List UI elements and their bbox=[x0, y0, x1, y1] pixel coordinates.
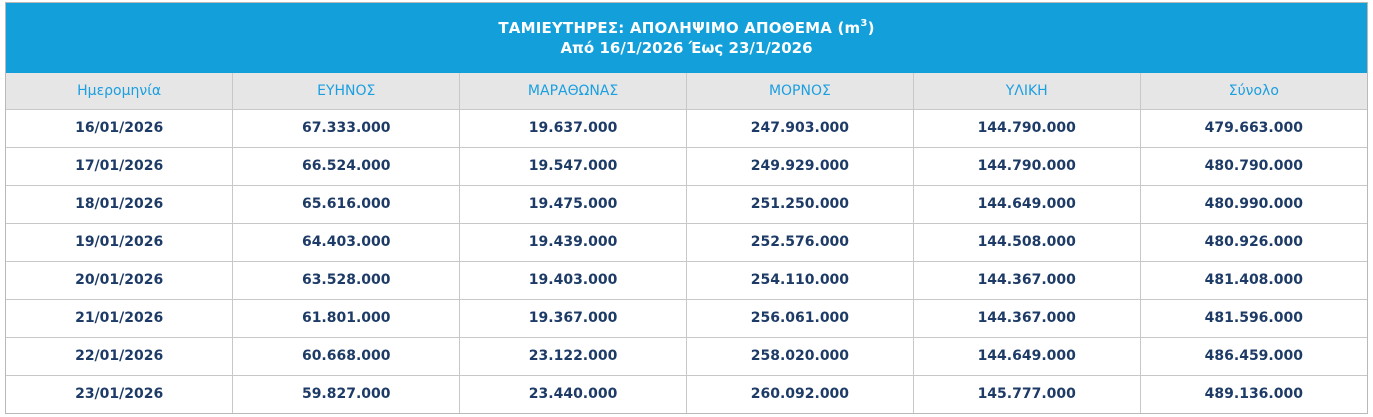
cell-marathonas: 19.439.000 bbox=[459, 222, 687, 262]
cell-total: 480.790.000 bbox=[1139, 146, 1367, 186]
cell-mornos: 251.250.000 bbox=[685, 184, 914, 224]
table-row: 20/01/2026 63.528.000 19.403.000 254.110… bbox=[6, 260, 1367, 300]
cell-date: 23/01/2026 bbox=[6, 374, 234, 413]
cell-mornos: 256.061.000 bbox=[685, 298, 914, 338]
cell-date: 22/01/2026 bbox=[6, 336, 234, 376]
cell-yliki: 144.367.000 bbox=[912, 298, 1141, 338]
cell-total: 481.408.000 bbox=[1139, 260, 1367, 300]
cell-yliki: 145.777.000 bbox=[912, 374, 1141, 413]
cell-total: 486.459.000 bbox=[1139, 336, 1367, 376]
cell-mornos: 258.020.000 bbox=[685, 336, 914, 376]
reservoir-stock-table-panel: ΤΑΜΙΕΥΤΗΡΕΣ: ΑΠΟΛΗΨΙΜΟ ΑΠΟΘΕΜΑ (m3) Από … bbox=[5, 2, 1368, 414]
cell-marathonas: 19.403.000 bbox=[459, 260, 687, 300]
table-row: 22/01/2026 60.668.000 23.122.000 258.020… bbox=[6, 336, 1367, 376]
column-header-total: Σύνολο bbox=[1139, 73, 1367, 110]
table-row: 18/01/2026 65.616.000 19.475.000 251.250… bbox=[6, 184, 1367, 224]
reservoir-stock-table: Ημερομηνία ΕΥΗΝΟΣ ΜΑΡΑΘΩΝΑΣ ΜΟΡΝΟΣ ΥΛΙΚΗ… bbox=[6, 73, 1367, 413]
cell-evinos: 63.528.000 bbox=[232, 260, 461, 300]
cell-marathonas: 19.637.000 bbox=[459, 108, 687, 148]
column-header-marathonas: ΜΑΡΑΘΩΝΑΣ bbox=[459, 73, 687, 110]
cell-marathonas: 23.122.000 bbox=[459, 336, 687, 376]
cell-total: 480.990.000 bbox=[1139, 184, 1367, 224]
cell-mornos: 247.903.000 bbox=[685, 108, 914, 148]
cell-evinos: 59.827.000 bbox=[232, 374, 461, 413]
table-date-range: Από 16/1/2026 Έως 23/1/2026 bbox=[560, 39, 813, 57]
cell-evinos: 67.333.000 bbox=[232, 108, 461, 148]
cell-evinos: 61.801.000 bbox=[232, 298, 461, 338]
table-title-bar: ΤΑΜΙΕΥΤΗΡΕΣ: ΑΠΟΛΗΨΙΜΟ ΑΠΟΘΕΜΑ (m3) Από … bbox=[6, 3, 1367, 73]
cell-date: 21/01/2026 bbox=[6, 298, 234, 338]
table-row: 19/01/2026 64.403.000 19.439.000 252.576… bbox=[6, 222, 1367, 262]
cell-date: 16/01/2026 bbox=[6, 108, 234, 148]
cell-evinos: 65.616.000 bbox=[232, 184, 461, 224]
column-header-evinos: ΕΥΗΝΟΣ bbox=[232, 73, 461, 110]
cell-yliki: 144.649.000 bbox=[912, 184, 1141, 224]
column-header-yliki: ΥΛΙΚΗ bbox=[912, 73, 1141, 110]
cell-date: 20/01/2026 bbox=[6, 260, 234, 300]
cell-marathonas: 23.440.000 bbox=[459, 374, 687, 413]
cell-evinos: 60.668.000 bbox=[232, 336, 461, 376]
cell-yliki: 144.790.000 bbox=[912, 146, 1141, 186]
cell-yliki: 144.508.000 bbox=[912, 222, 1141, 262]
cell-marathonas: 19.475.000 bbox=[459, 184, 687, 224]
cell-marathonas: 19.367.000 bbox=[459, 298, 687, 338]
cell-date: 19/01/2026 bbox=[6, 222, 234, 262]
cell-mornos: 260.092.000 bbox=[685, 374, 914, 413]
table-row: 23/01/2026 59.827.000 23.440.000 260.092… bbox=[6, 374, 1367, 413]
column-header-mornos: ΜΟΡΝΟΣ bbox=[685, 73, 914, 110]
cell-mornos: 252.576.000 bbox=[685, 222, 914, 262]
cell-yliki: 144.367.000 bbox=[912, 260, 1141, 300]
cell-total: 479.663.000 bbox=[1139, 108, 1367, 148]
table-title-superscript: 3 bbox=[860, 18, 868, 29]
cell-total: 489.136.000 bbox=[1139, 374, 1367, 413]
table-row: 16/01/2026 67.333.000 19.637.000 247.903… bbox=[6, 108, 1367, 148]
column-header-date: Ημερομηνία bbox=[6, 73, 234, 110]
cell-evinos: 64.403.000 bbox=[232, 222, 461, 262]
cell-marathonas: 19.547.000 bbox=[459, 146, 687, 186]
table-title: ΤΑΜΙΕΥΤΗΡΕΣ: ΑΠΟΛΗΨΙΜΟ ΑΠΟΘΕΜΑ (m3) bbox=[498, 18, 874, 38]
cell-total: 481.596.000 bbox=[1139, 298, 1367, 338]
table-row: 17/01/2026 66.524.000 19.547.000 249.929… bbox=[6, 146, 1367, 186]
cell-yliki: 144.649.000 bbox=[912, 336, 1141, 376]
cell-evinos: 66.524.000 bbox=[232, 146, 461, 186]
cell-mornos: 249.929.000 bbox=[685, 146, 914, 186]
table-row: 21/01/2026 61.801.000 19.367.000 256.061… bbox=[6, 298, 1367, 338]
cell-yliki: 144.790.000 bbox=[912, 108, 1141, 148]
cell-total: 480.926.000 bbox=[1139, 222, 1367, 262]
table-title-close-paren: ) bbox=[867, 19, 875, 37]
cell-mornos: 254.110.000 bbox=[685, 260, 914, 300]
table-title-text: ΤΑΜΙΕΥΤΗΡΕΣ: ΑΠΟΛΗΨΙΜΟ ΑΠΟΘΕΜΑ (m bbox=[498, 19, 861, 37]
table-header-row: Ημερομηνία ΕΥΗΝΟΣ ΜΑΡΑΘΩΝΑΣ ΜΟΡΝΟΣ ΥΛΙΚΗ… bbox=[6, 73, 1367, 110]
cell-date: 18/01/2026 bbox=[6, 184, 234, 224]
cell-date: 17/01/2026 bbox=[6, 146, 234, 186]
